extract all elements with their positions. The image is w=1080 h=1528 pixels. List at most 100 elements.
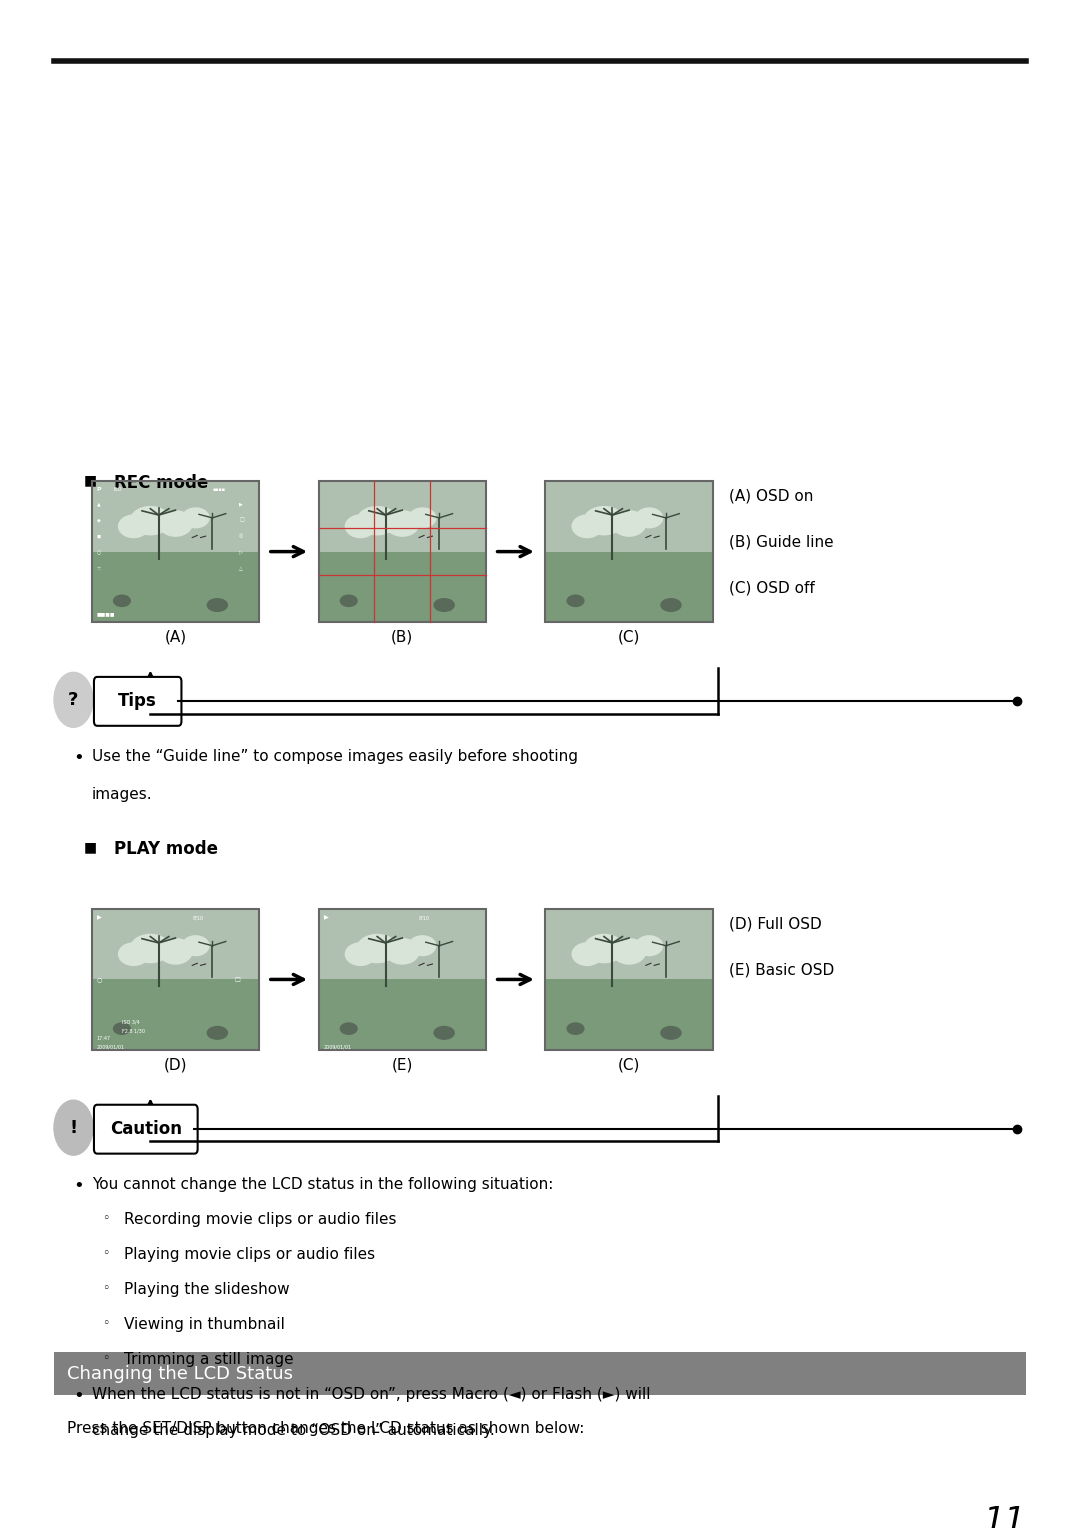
Ellipse shape — [386, 938, 419, 964]
Text: Press the SET/DISP button changes the LCD status as shown below:: Press the SET/DISP button changes the LC… — [67, 1421, 584, 1436]
Bar — [545, 979, 713, 1050]
Text: ?: ? — [68, 691, 79, 709]
Text: (B): (B) — [391, 630, 414, 645]
Circle shape — [54, 672, 93, 727]
Text: ◆: ◆ — [97, 518, 100, 523]
Text: (C): (C) — [618, 1057, 640, 1073]
Ellipse shape — [584, 507, 624, 535]
Text: ISO 3/4: ISO 3/4 — [122, 1019, 139, 1024]
Text: 8/10: 8/10 — [419, 915, 430, 920]
Ellipse shape — [572, 943, 603, 966]
Text: (C) OSD off: (C) OSD off — [729, 581, 814, 596]
Text: (A): (A) — [164, 630, 187, 645]
Text: ○: ○ — [97, 550, 102, 555]
Text: ■: ■ — [84, 474, 97, 487]
Ellipse shape — [409, 507, 435, 527]
Bar — [92, 481, 259, 622]
Text: 11: 11 — [984, 1505, 1026, 1528]
Text: Playing movie clips or audio files: Playing movie clips or audio files — [124, 1247, 376, 1262]
Text: △: △ — [239, 565, 243, 571]
Text: ○: ○ — [97, 976, 103, 983]
Ellipse shape — [434, 599, 455, 611]
Ellipse shape — [636, 507, 663, 527]
Text: ◦: ◦ — [103, 1317, 110, 1331]
Text: (D) Full OSD: (D) Full OSD — [729, 917, 822, 932]
Text: (D): (D) — [164, 1057, 187, 1073]
Bar — [545, 481, 713, 555]
Ellipse shape — [612, 510, 646, 536]
Text: •: • — [73, 749, 84, 767]
Text: (A) OSD on: (A) OSD on — [729, 489, 813, 504]
Text: ▪▪▪▪: ▪▪▪▪ — [213, 487, 226, 492]
Ellipse shape — [567, 596, 584, 607]
Ellipse shape — [661, 599, 681, 611]
Ellipse shape — [572, 515, 603, 538]
Ellipse shape — [346, 943, 376, 966]
Text: ISO: ISO — [113, 487, 122, 492]
Ellipse shape — [357, 935, 397, 963]
Ellipse shape — [357, 507, 397, 535]
Text: 2009/01/01: 2009/01/01 — [97, 1045, 125, 1050]
Text: Tips: Tips — [119, 692, 157, 711]
Text: ☆: ☆ — [97, 565, 102, 571]
Bar — [319, 909, 486, 1050]
Bar — [319, 979, 486, 1050]
Bar — [319, 481, 486, 622]
Text: □: □ — [239, 518, 244, 523]
Text: ◦: ◦ — [103, 1212, 110, 1225]
Text: ■■■■: ■■■■ — [97, 611, 116, 616]
Text: ◼: ◼ — [97, 533, 100, 539]
Text: ▶: ▶ — [97, 915, 102, 920]
Text: ▷: ▷ — [239, 550, 243, 555]
Ellipse shape — [119, 515, 149, 538]
Ellipse shape — [131, 935, 171, 963]
Text: Playing the slideshow: Playing the slideshow — [124, 1282, 289, 1297]
Text: P: P — [97, 487, 102, 492]
Text: change the display mode to “OSD on” automatically.: change the display mode to “OSD on” auto… — [92, 1423, 495, 1438]
FancyBboxPatch shape — [94, 1105, 198, 1154]
Text: ■: ■ — [84, 840, 97, 854]
Ellipse shape — [207, 599, 228, 611]
Text: (E): (E) — [392, 1057, 413, 1073]
Text: When the LCD status is not in “OSD on”, press Macro (◄) or Flash (►) will: When the LCD status is not in “OSD on”, … — [92, 1387, 650, 1403]
Bar — [545, 481, 713, 622]
Text: ◎: ◎ — [239, 533, 243, 539]
Text: ◦: ◦ — [103, 1352, 110, 1366]
Text: Recording movie clips or audio files: Recording movie clips or audio files — [124, 1212, 396, 1227]
Ellipse shape — [386, 510, 419, 536]
Text: ◦: ◦ — [103, 1282, 110, 1296]
Bar — [92, 481, 259, 555]
Ellipse shape — [159, 510, 192, 536]
Ellipse shape — [183, 507, 210, 527]
Text: ▶: ▶ — [239, 501, 243, 506]
Bar — [545, 909, 713, 1050]
Bar — [319, 552, 486, 622]
Bar — [92, 552, 259, 622]
Text: !: ! — [69, 1118, 78, 1137]
Text: (B) Guide line: (B) Guide line — [729, 535, 834, 550]
Ellipse shape — [567, 1024, 584, 1034]
Ellipse shape — [434, 1027, 455, 1039]
Bar — [54, 1352, 1026, 1395]
Ellipse shape — [113, 596, 131, 607]
Ellipse shape — [346, 515, 376, 538]
Text: 17:47: 17:47 — [97, 1036, 111, 1041]
Text: Trimming a still image: Trimming a still image — [124, 1352, 294, 1368]
Ellipse shape — [159, 938, 192, 964]
Ellipse shape — [661, 1027, 681, 1039]
Ellipse shape — [636, 935, 663, 955]
Circle shape — [54, 1100, 93, 1155]
Text: □: □ — [234, 976, 240, 983]
Bar — [92, 979, 259, 1050]
Ellipse shape — [131, 507, 171, 535]
Text: 2009/01/01: 2009/01/01 — [324, 1045, 352, 1050]
Text: ▶: ▶ — [324, 915, 328, 920]
Text: (E) Basic OSD: (E) Basic OSD — [729, 963, 834, 978]
Text: Caution: Caution — [110, 1120, 181, 1138]
Ellipse shape — [340, 1024, 357, 1034]
Text: 8/10: 8/10 — [192, 915, 203, 920]
FancyBboxPatch shape — [94, 677, 181, 726]
Ellipse shape — [207, 1027, 228, 1039]
Ellipse shape — [584, 935, 624, 963]
Text: You cannot change the LCD status in the following situation:: You cannot change the LCD status in the … — [92, 1177, 553, 1192]
